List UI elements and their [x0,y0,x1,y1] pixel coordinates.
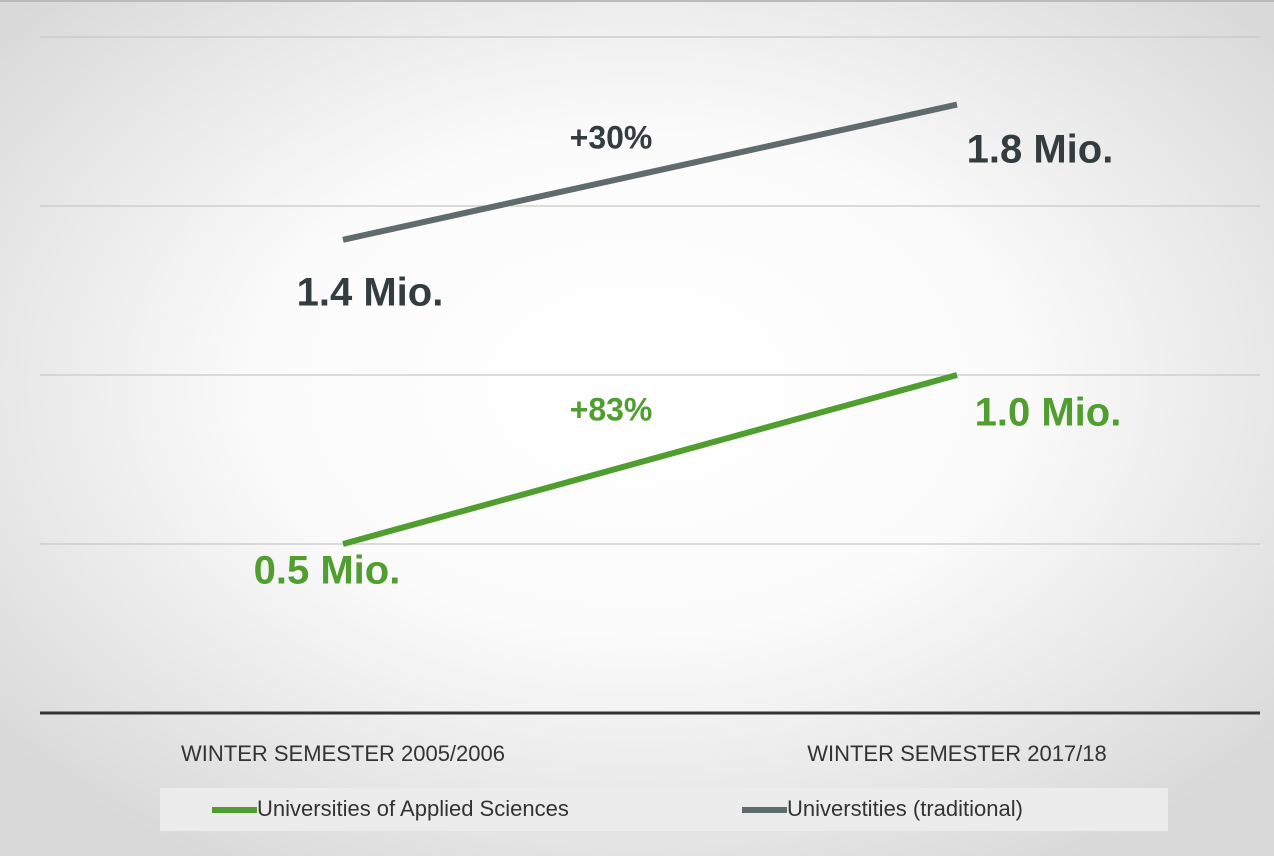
data-label: 1.8 Mio. [967,128,1114,172]
annotation: +83% [570,391,653,427]
line [342,372,958,547]
x-tick-label: WINTER SEMESTER 2005/2006 [181,741,505,766]
x-tick-label: WINTER SEMESTER 2017/18 [807,741,1107,766]
annotation: +30% [570,119,653,155]
line [342,101,958,243]
legend-label: Universities of Applied Sciences [257,796,569,821]
legend-box [160,788,1168,831]
data-label: 0.5 Mio. [254,549,401,593]
data-label: 1.4 Mio. [297,271,444,315]
legend-label: Universtities (traditional) [787,796,1023,821]
data-label: 1.0 Mio. [975,391,1122,435]
